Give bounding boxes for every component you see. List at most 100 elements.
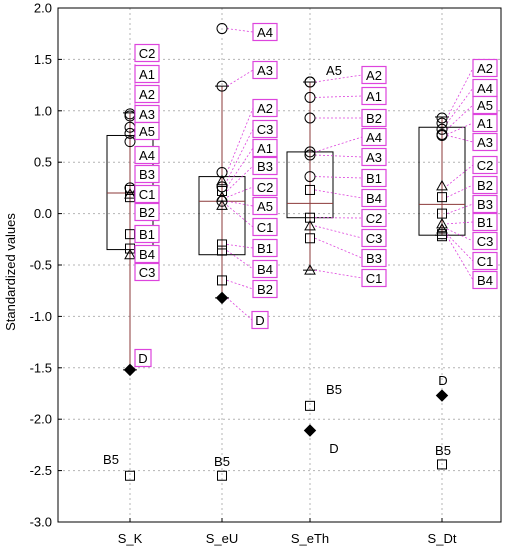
point-label: C2 (257, 180, 274, 195)
point-label-box (134, 262, 160, 282)
point-label: B1 (366, 171, 382, 186)
label-connector (446, 122, 474, 135)
point-label: D (329, 441, 338, 456)
x-tick-label: S_Dt (428, 531, 457, 546)
point-label: B5 (326, 382, 342, 397)
point-label-box (252, 177, 278, 197)
y-tick-label: -2.0 (30, 412, 52, 427)
label-connector (226, 28, 254, 33)
point-label-box (252, 279, 278, 299)
label-connector (446, 228, 474, 242)
point-marker-triangle (304, 264, 316, 275)
label-connector (446, 67, 474, 119)
point-marker-square (217, 185, 227, 196)
box (286, 151, 334, 219)
point-label-box (361, 208, 387, 228)
label-connector (226, 297, 253, 321)
point-marker-circle (216, 23, 228, 35)
point-marker-circle (216, 195, 228, 207)
point-label-box (134, 348, 152, 368)
point-label-box (134, 84, 160, 104)
label-connector (446, 236, 474, 281)
point-label: D (255, 313, 264, 328)
y-tick-label: 2.0 (34, 1, 52, 16)
point-label-box (361, 268, 387, 288)
point-label-box (472, 58, 498, 78)
y-tick-label: -1.0 (30, 309, 52, 324)
point-label: A1 (366, 89, 382, 104)
point-marker-circle (304, 91, 316, 103)
point-marker-diamond (215, 291, 229, 305)
point-marker-triangle (216, 199, 228, 210)
point-label: C3 (139, 265, 156, 280)
y-tick-label: -2.5 (30, 463, 52, 478)
label-connector (226, 200, 254, 207)
point-label: A2 (139, 87, 155, 102)
point-label: A5 (139, 124, 155, 139)
point-marker-triangle (436, 179, 448, 191)
point-label: A2 (477, 61, 493, 76)
point-label: C1 (139, 187, 156, 202)
point-marker-diamond (303, 424, 317, 437)
point-label: B1 (139, 227, 155, 242)
y-tick-label: 1.0 (34, 103, 52, 118)
point-label: B2 (366, 111, 382, 126)
point-label: B2 (139, 205, 155, 220)
label-connector (226, 186, 254, 198)
point-label: A4 (366, 130, 382, 145)
label-connector (446, 184, 474, 198)
point-marker-circle (304, 112, 316, 124)
label-connector (226, 69, 254, 87)
point-label-box (472, 194, 498, 214)
label-connector (446, 135, 474, 143)
point-label: B4 (257, 262, 273, 277)
point-label-box (472, 212, 498, 232)
point-marker-square (437, 192, 447, 203)
point-marker-triangle (436, 222, 448, 234)
point-label: A1 (139, 67, 155, 82)
label-connector (226, 128, 254, 181)
point-label: A3 (257, 63, 273, 78)
point-label: A3 (139, 107, 155, 122)
label-connector (446, 233, 474, 262)
label-connector (446, 221, 474, 225)
point-label-box (361, 188, 387, 208)
point-label: C1 (257, 220, 274, 235)
point-label-box (361, 248, 387, 268)
point-marker-square (305, 233, 315, 244)
point-label: B3 (257, 159, 273, 174)
point-marker-diamond (123, 363, 137, 377)
point-marker-diamond (435, 389, 449, 402)
point-label-box (472, 175, 498, 195)
point-label: C1 (477, 254, 494, 269)
point-label-box (252, 196, 278, 216)
point-label-box (252, 217, 278, 237)
point-label: C3 (257, 122, 274, 137)
point-label-box (252, 238, 278, 258)
point-label-box (252, 119, 278, 139)
point-marker-square (125, 470, 135, 481)
point-label-box (134, 202, 160, 222)
point-label-box (361, 147, 387, 167)
y-axis-label: Standardized values (3, 213, 18, 331)
point-label: B3 (139, 167, 155, 182)
box (198, 176, 246, 256)
point-label: C2 (477, 158, 494, 173)
label-connector (446, 87, 474, 124)
point-label: A2 (257, 101, 273, 116)
point-label-box (252, 22, 278, 42)
point-label-box (252, 60, 278, 80)
point-label: C3 (477, 234, 494, 249)
point-label-box (134, 43, 160, 63)
point-label-box (361, 127, 387, 147)
point-label-box (252, 138, 278, 158)
point-label: A5 (477, 98, 493, 113)
point-label-box (361, 86, 387, 106)
point-marker-square (217, 470, 227, 481)
point-label: B2 (477, 178, 493, 193)
point-label: A2 (366, 68, 382, 83)
point-label-box (252, 98, 278, 118)
point-label: B2 (257, 282, 273, 297)
point-marker-circle (124, 136, 136, 148)
label-connector (446, 164, 474, 187)
